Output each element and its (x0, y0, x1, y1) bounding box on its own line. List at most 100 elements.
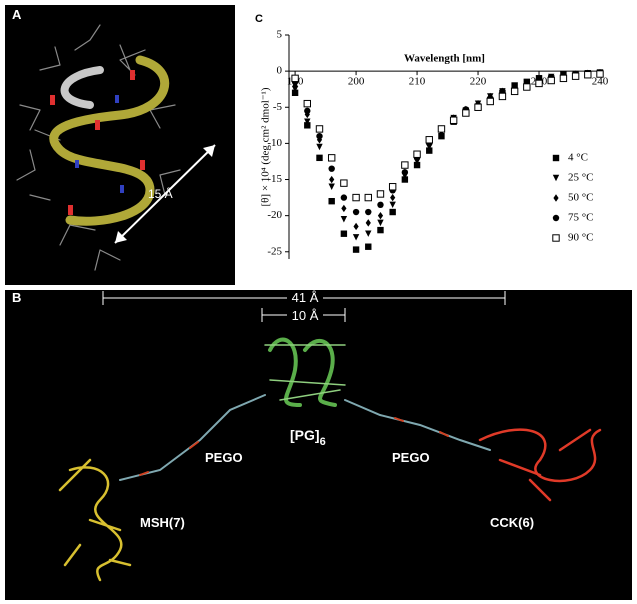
point (413, 161, 421, 169)
point (291, 74, 299, 83)
legend-label: 25 °C (568, 172, 594, 184)
x-tick-label: 240 (592, 76, 609, 88)
point (523, 83, 531, 91)
point (401, 176, 409, 183)
x-axis-label: Wavelength [nm] (404, 53, 485, 65)
point (486, 97, 494, 106)
label-bg (287, 290, 323, 305)
point (340, 194, 348, 201)
point (449, 116, 458, 124)
point (547, 76, 555, 85)
point (365, 243, 372, 250)
x-tick-label: 200 (348, 76, 365, 88)
x-tick-label: 210 (409, 76, 426, 88)
point (498, 92, 507, 101)
labels-b: 41 Å 10 Å (292, 290, 319, 323)
span-label: 10 Å (292, 308, 319, 323)
panel-b-bg (5, 290, 632, 600)
span-label: 41 Å (292, 290, 319, 305)
point (303, 99, 311, 108)
y-tick-label: -10 (267, 137, 282, 149)
legend-marker (552, 234, 560, 242)
point (327, 154, 336, 162)
panel-letter: C (255, 13, 263, 25)
point (352, 246, 360, 253)
point (389, 208, 396, 216)
point (316, 143, 323, 151)
point (340, 216, 348, 223)
y-tick-label: -20 (267, 209, 282, 221)
point (559, 74, 568, 83)
legend-marker (553, 194, 559, 202)
point (376, 190, 385, 198)
legend-marker (552, 174, 560, 182)
point (315, 125, 324, 133)
core-subscript: 6 (320, 436, 326, 448)
point (401, 161, 409, 169)
legend-marker (552, 154, 560, 162)
point (341, 204, 347, 213)
point (584, 71, 592, 79)
point (316, 154, 323, 162)
point (389, 201, 396, 209)
point (304, 118, 311, 125)
point (413, 150, 421, 158)
point (377, 219, 384, 227)
point (316, 136, 323, 144)
linker-label: PEGO (205, 450, 243, 465)
point (596, 70, 604, 78)
point (377, 201, 384, 209)
scale-label: 15 Å (148, 186, 173, 201)
cd-chart: C 50-5-10-15-20-25190200210220230240Wave… (255, 13, 609, 259)
legend-label: 75 °C (568, 212, 594, 224)
point (328, 165, 335, 172)
scale-arrow (114, 144, 216, 244)
y-tick-label: -25 (267, 245, 282, 257)
legend-marker (552, 214, 560, 222)
point (365, 230, 372, 237)
y-tick-label: -15 (267, 173, 282, 185)
point (462, 109, 470, 117)
point (571, 72, 580, 80)
core-label: [PG]6 (290, 427, 326, 448)
point (474, 103, 482, 111)
point (329, 175, 335, 184)
y-axis-label: [θ] × 10⁴ (deg cm² dmol⁻¹) (260, 87, 272, 206)
x-tick-label: 220 (470, 76, 487, 88)
y-tick-label: 5 (277, 29, 283, 41)
label-bg (287, 308, 323, 323)
point (352, 208, 360, 216)
point (304, 107, 311, 115)
point (377, 211, 384, 220)
helix-model (16, 24, 181, 271)
point (352, 234, 360, 241)
y-tick-label: 0 (277, 65, 283, 77)
point (437, 125, 446, 133)
panel-a-bg (5, 5, 235, 285)
point (535, 79, 543, 88)
point (352, 193, 360, 202)
legend-label: 4 °C (568, 152, 588, 164)
point (340, 179, 348, 187)
point (510, 87, 519, 96)
point (438, 132, 445, 140)
point (426, 147, 433, 154)
core-text: [PG] (290, 427, 320, 443)
linker-label: PEGO (392, 450, 430, 465)
panel-letter: B (12, 290, 21, 305)
point (365, 219, 371, 227)
y-tick-label: -5 (273, 101, 283, 113)
point (328, 183, 335, 190)
point (388, 183, 397, 191)
panel-letter: A (12, 7, 22, 22)
point (291, 89, 299, 97)
point (328, 197, 335, 205)
legend-label: 90 °C (568, 232, 594, 244)
point (365, 208, 372, 216)
point (401, 169, 409, 176)
point (340, 230, 348, 237)
point (390, 193, 396, 202)
point (364, 193, 372, 202)
point (316, 132, 323, 140)
